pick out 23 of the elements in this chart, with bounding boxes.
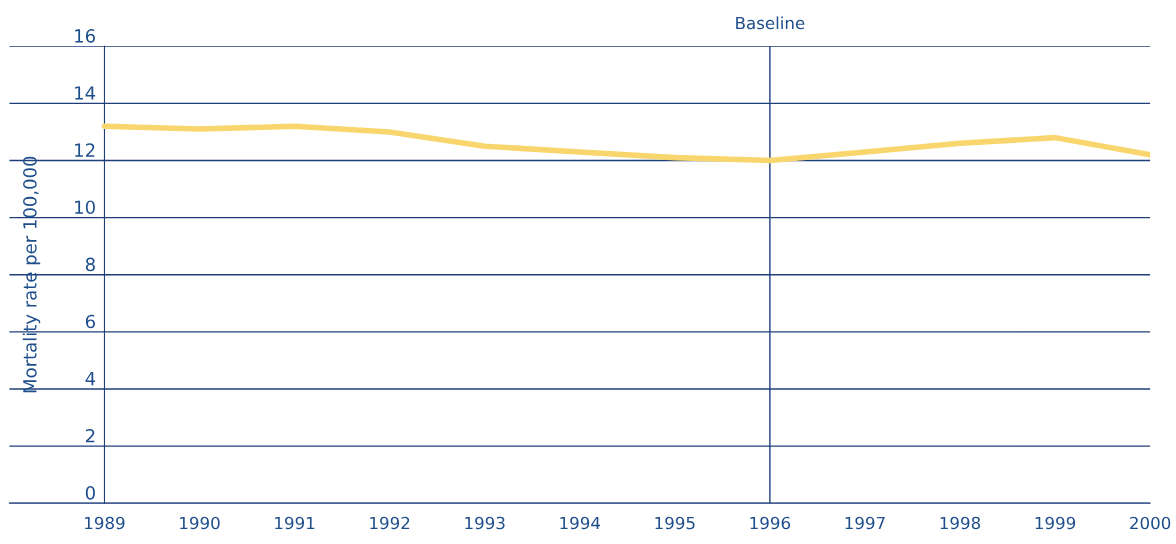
x-tick-label: 1990 bbox=[180, 516, 220, 530]
x-tick-label: 1999 bbox=[1035, 516, 1076, 530]
y-tick-label: 4 bbox=[85, 372, 96, 386]
x-tick-label: 1997 bbox=[845, 516, 885, 530]
y-tick-label: 10 bbox=[75, 200, 95, 215]
y-axis-title: Mortality rate per 100,000 bbox=[22, 156, 41, 393]
x-tick-label: 1996 bbox=[750, 516, 791, 530]
y-tick-label: 6 bbox=[85, 314, 95, 329]
y-tick-label: 16 bbox=[75, 29, 95, 43]
x-tick-label: 1992 bbox=[370, 516, 410, 530]
x-tick-label: 1991 bbox=[275, 516, 315, 530]
y-tick-label: 2 bbox=[85, 428, 95, 443]
x-tick-label: 1989 bbox=[85, 516, 125, 530]
x-tick-label: 1994 bbox=[560, 516, 601, 530]
ref-line-label: Baseline bbox=[736, 16, 805, 30]
y-tick-label: 14 bbox=[75, 86, 96, 100]
x-tick-label: 1993 bbox=[465, 516, 505, 530]
x-tick-label: 1998 bbox=[940, 516, 981, 530]
y-tick-label: 0 bbox=[85, 486, 95, 500]
x-tick-label: 1995 bbox=[655, 516, 695, 530]
y-tick-label: 8 bbox=[85, 257, 95, 272]
x-tick-label: 2000 bbox=[1130, 516, 1171, 530]
y-tick-label: 12 bbox=[75, 143, 95, 157]
